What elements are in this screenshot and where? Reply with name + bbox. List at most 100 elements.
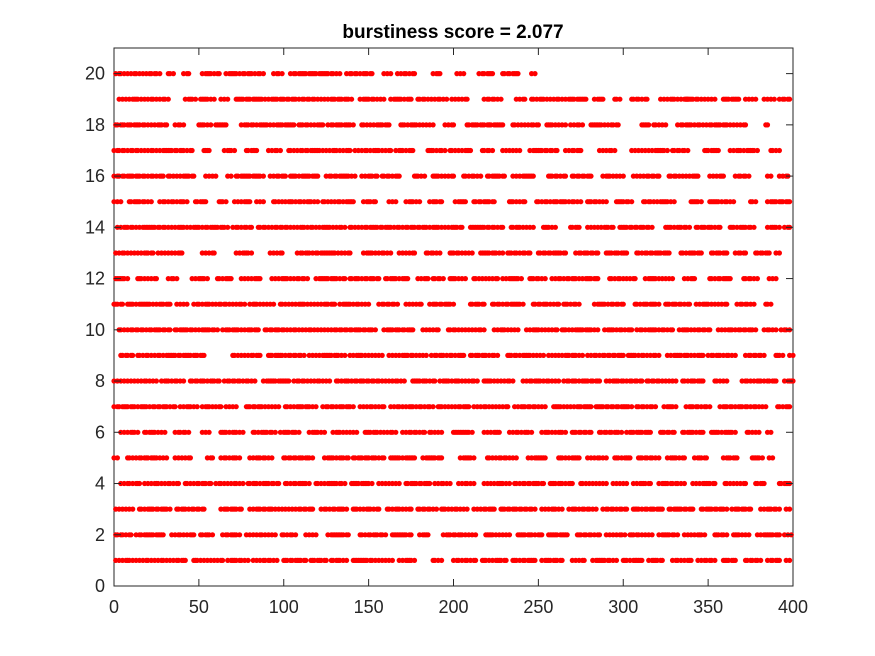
data-point: [780, 352, 786, 358]
data-point: [153, 378, 159, 384]
data-point: [450, 301, 457, 307]
y-tick-label: 4: [95, 474, 105, 494]
data-point: [471, 480, 477, 487]
data-point: [206, 147, 212, 154]
data-point: [506, 480, 513, 487]
data-point: [304, 276, 311, 282]
data-point: [542, 276, 548, 282]
series-row-8: [111, 378, 796, 384]
data-point: [238, 506, 244, 512]
data-point: [136, 480, 143, 487]
data-point: [245, 557, 251, 564]
data-point: [372, 199, 378, 205]
y-axis: 0 2 4 6 8 10 12 14 16 18 20: [85, 64, 793, 596]
data-point: [189, 147, 195, 154]
data-point: [787, 199, 793, 205]
data-point: [686, 224, 693, 230]
chart-title: burstiness score = 2.077: [342, 22, 563, 43]
data-point: [506, 532, 513, 538]
data-point: [427, 480, 433, 487]
data-point: [500, 224, 506, 230]
data-point: [254, 147, 260, 154]
series-row-1: [113, 557, 793, 564]
data-point: [691, 276, 698, 282]
series-row-15: [111, 199, 793, 205]
data-point: [276, 404, 282, 410]
x-axis: 0 50 100 150 200 250 300 350 400: [109, 48, 808, 617]
data-point: [588, 429, 594, 435]
data-point: [734, 455, 740, 461]
data-point: [209, 455, 216, 461]
data-point: [332, 301, 338, 307]
data-point: [474, 378, 480, 384]
data-point: [612, 147, 618, 154]
data-point: [430, 404, 436, 410]
data-point: [495, 352, 501, 358]
data-point: [581, 557, 587, 564]
data-point: [274, 557, 280, 564]
data-point: [768, 173, 774, 179]
data-point: [629, 199, 635, 205]
data-point: [619, 429, 625, 435]
data-point: [252, 378, 258, 384]
data-point: [732, 352, 738, 358]
data-point: [595, 250, 601, 256]
data-point: [556, 301, 562, 307]
data-point: [393, 199, 399, 205]
data-point: [167, 301, 173, 307]
data-point: [337, 71, 343, 77]
y-tick-label: 8: [95, 371, 105, 391]
data-point: [410, 327, 416, 333]
data-point: [320, 122, 326, 128]
data-point: [503, 557, 509, 564]
data-point: [450, 122, 457, 128]
data-point: [401, 378, 407, 384]
data-point: [369, 480, 375, 487]
data-point: [160, 532, 166, 538]
data-point: [444, 96, 450, 102]
data-point: [272, 532, 278, 538]
data-point: [369, 71, 375, 77]
data-point: [118, 199, 124, 205]
data-point: [203, 199, 209, 205]
data-point: [327, 378, 333, 384]
data-point: [125, 276, 131, 282]
data-point: [461, 71, 467, 77]
data-point: [216, 378, 222, 384]
data-point: [620, 173, 626, 179]
data-point: [770, 455, 776, 461]
data-point: [666, 250, 672, 256]
data-point: [423, 352, 429, 358]
data-point: [350, 122, 356, 128]
data-point: [700, 429, 706, 435]
data-point: [724, 506, 730, 512]
data-point: [758, 557, 764, 564]
series-row-11: [111, 301, 774, 307]
data-point: [422, 173, 428, 179]
data-point: [282, 173, 288, 179]
data-point: [437, 71, 443, 77]
y-tick-label: 2: [95, 525, 105, 545]
data-point: [675, 532, 681, 538]
data-point: [787, 557, 793, 564]
data-point: [439, 199, 445, 205]
data-point: [656, 173, 662, 179]
data-point: [167, 506, 173, 512]
data-point: [754, 147, 761, 154]
data-point: [652, 404, 659, 410]
data-point: [496, 429, 502, 435]
data-point: [405, 276, 411, 282]
data-point: [248, 224, 255, 230]
data-point: [535, 122, 542, 128]
data-point: [776, 224, 783, 230]
x-tick-label: 250: [523, 597, 553, 617]
data-point: [462, 199, 468, 205]
data-point: [695, 173, 701, 179]
data-point: [489, 147, 496, 154]
data-point: [715, 147, 721, 154]
data-point: [712, 96, 718, 102]
data-point: [659, 506, 665, 512]
data-point: [386, 122, 392, 128]
data-point: [464, 506, 470, 512]
data-point: [505, 404, 511, 410]
